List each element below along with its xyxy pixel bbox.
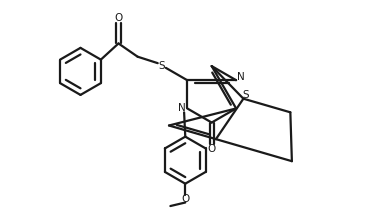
Text: O: O: [114, 13, 123, 23]
Text: S: S: [158, 61, 165, 70]
Text: S: S: [242, 90, 249, 100]
Text: N: N: [237, 72, 245, 82]
Text: N: N: [178, 103, 186, 114]
Text: O: O: [207, 144, 216, 154]
Text: O: O: [181, 194, 189, 204]
